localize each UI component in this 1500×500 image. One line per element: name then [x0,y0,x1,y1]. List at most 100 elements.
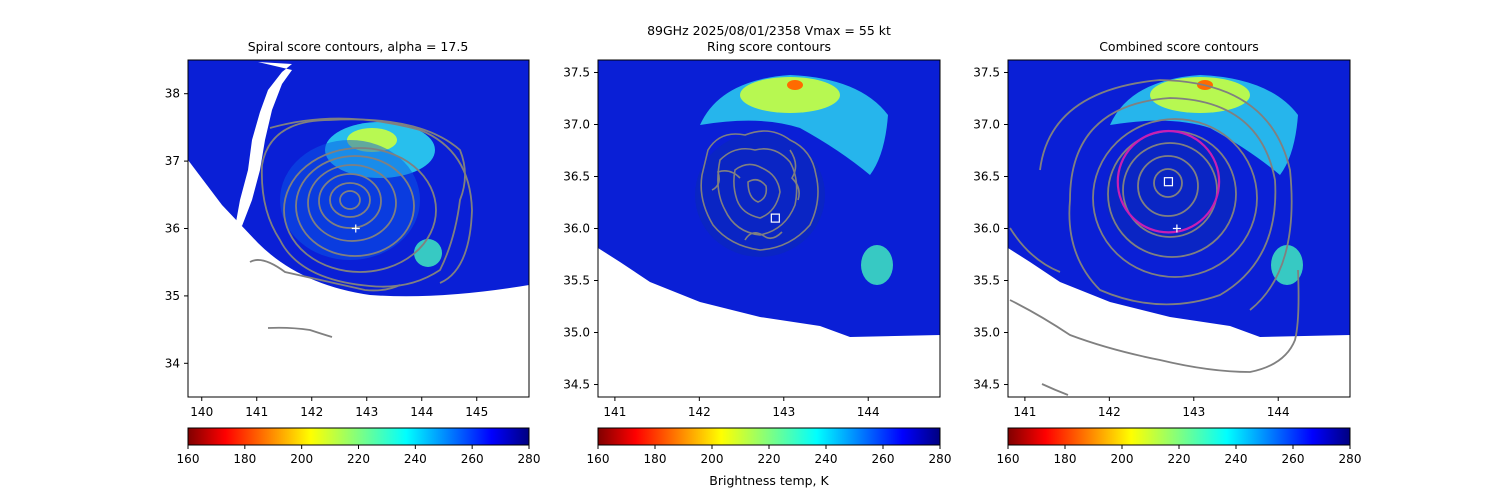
colorbar-tick-label: 180 [233,452,256,466]
y-tick-label: 37.5 [973,65,1000,79]
panel-2-contour [711,149,800,241]
colorbar-tick-label: 260 [1282,452,1305,466]
x-tick-label: 140 [190,405,213,419]
y-tick-label: 34 [165,356,180,370]
panel-2-markers [770,213,780,223]
panel-1-contour [339,190,361,210]
panel-1-yaxis: 34 35 36 37 38 [165,87,188,370]
colorbar-tick-label: 240 [1225,452,1248,466]
colorbar-tick-label: 200 [701,452,724,466]
storm-center-marker [1172,224,1181,233]
colorbar-tick-label: 260 [872,452,895,466]
x-tick-label: 144 [857,405,880,419]
panel-combined: Combined score contours 141 1 [973,39,1361,466]
panel-1-contour [269,117,473,284]
panel-2-title: Ring score contours [707,39,831,54]
y-tick-label: 35.5 [563,274,590,288]
colorbar-tick-label: 180 [1054,452,1077,466]
x-tick-label: 144 [1267,405,1290,419]
storm-center-marker [351,224,360,233]
y-tick-label: 37.0 [973,117,1000,131]
panel-1-contour [329,182,371,218]
y-tick-label: 35.5 [973,274,1000,288]
panel-3-eye-region [1105,133,1235,257]
y-tick-label: 36 [165,222,180,236]
panel-2-warm-core-1-inner [787,80,803,90]
x-tick-label: 142 [1098,405,1121,419]
panel-1-xaxis: 140 141 142 143 144 145 [190,397,488,419]
panel-2-colorbar-ticks: 160 180 200 220 240 260 280 [587,445,952,466]
y-tick-label: 36.0 [973,222,1000,236]
panel-3-contour [1122,142,1218,238]
y-tick-label: 38 [165,87,180,101]
colorbar-tick-label: 160 [997,452,1020,466]
panel-2-contour [717,147,798,236]
panel-1-colorbar-ticks: 160 180 200 220 240 260 280 [177,445,540,466]
colorbar-tick-label: 280 [929,452,952,466]
x-tick-label: 145 [465,405,488,419]
y-tick-label: 37.5 [563,65,590,79]
panel-2-contour [733,163,781,219]
x-tick-label: 141 [603,405,626,419]
panel-2-xaxis: 141 142 143 144 [603,397,880,419]
colorbar-tick-label: 160 [177,452,200,466]
colorbar-tick-label: 180 [644,452,667,466]
y-tick-label: 37.0 [563,117,590,131]
colorbar-tick-label: 240 [404,452,427,466]
panel-2-eye-region [695,133,825,257]
panel-3-coastline [1041,383,1069,396]
colorbar-tick-label: 220 [347,452,370,466]
panel-3-contour [1039,79,1293,311]
panel-1-plot-area [188,60,529,338]
y-tick-label: 37 [165,154,180,168]
panel-1-coastline [267,326,333,338]
colorbar-tick-label: 260 [461,452,484,466]
panel-1-contour [260,118,466,288]
panel-2-contour [747,178,768,203]
panel-spiral: Spiral score contours, alpha = 17.5 [165,39,541,466]
panel-3-contour [1092,118,1258,278]
panel-2-warm-core-1 [740,77,840,113]
best-center-marker [770,213,780,223]
best-center-marker [1163,177,1174,187]
panel-3-markers [1163,177,1181,233]
panel-1-colorbar: 160 180 200 220 240 260 280 [177,427,540,466]
colorbar-tick-label: 160 [587,452,610,466]
y-tick-label: 36.0 [563,222,590,236]
panel-3-title: Combined score contours [1099,39,1259,54]
x-tick-label: 143 [355,405,378,419]
panel-3-colorbar-bar [1007,427,1351,446]
y-tick-label: 36.5 [563,169,590,183]
panel-3-colorbar-ticks: 160 180 200 220 240 260 280 [997,445,1362,466]
x-tick-label: 142 [300,405,323,419]
panel-3-coastline [1009,269,1300,373]
panel-2-warm-core-2 [861,245,893,285]
panel-2-colorbar: 160 180 200 220 240 260 280 [587,427,952,466]
panel-3-best-ring [1116,129,1221,234]
colorbar-tick-label: 280 [1339,452,1362,466]
panel-2-yaxis: 34.5 35.0 35.5 36.0 36.5 37.0 37.5 [563,65,598,392]
figure-suptitle: 89GHz 2025/08/01/2358 Vmax = 55 kt [647,23,891,38]
y-tick-label: 34.5 [973,378,1000,392]
panel-1-missing-strip [236,62,292,226]
colorbar-tick-label: 220 [1168,452,1191,466]
y-tick-label: 35.0 [563,326,590,340]
colorbar-tick-label: 200 [1111,452,1134,466]
panel-2-contours [700,130,819,251]
panel-3-warm-core-2 [1271,245,1303,285]
panel-3-warm-core-1 [1150,77,1250,113]
panel-2-contour [700,130,819,251]
panel-3-contour [1153,168,1183,198]
x-tick-label: 143 [772,405,795,419]
colorbar-tick-label: 200 [290,452,313,466]
panel-1-contours [249,117,473,338]
panel-1-markers [351,224,360,233]
panel-3-xaxis: 141 142 143 144 [1013,397,1290,419]
panel-3-colorbar: 160 180 200 220 240 260 280 [997,427,1362,466]
x-tick-label: 142 [688,405,711,419]
y-tick-label: 36.5 [973,169,1000,183]
panel-1-contour [318,173,382,229]
panel-2-colorbar-bar [597,427,941,446]
y-tick-label: 35 [165,289,180,303]
